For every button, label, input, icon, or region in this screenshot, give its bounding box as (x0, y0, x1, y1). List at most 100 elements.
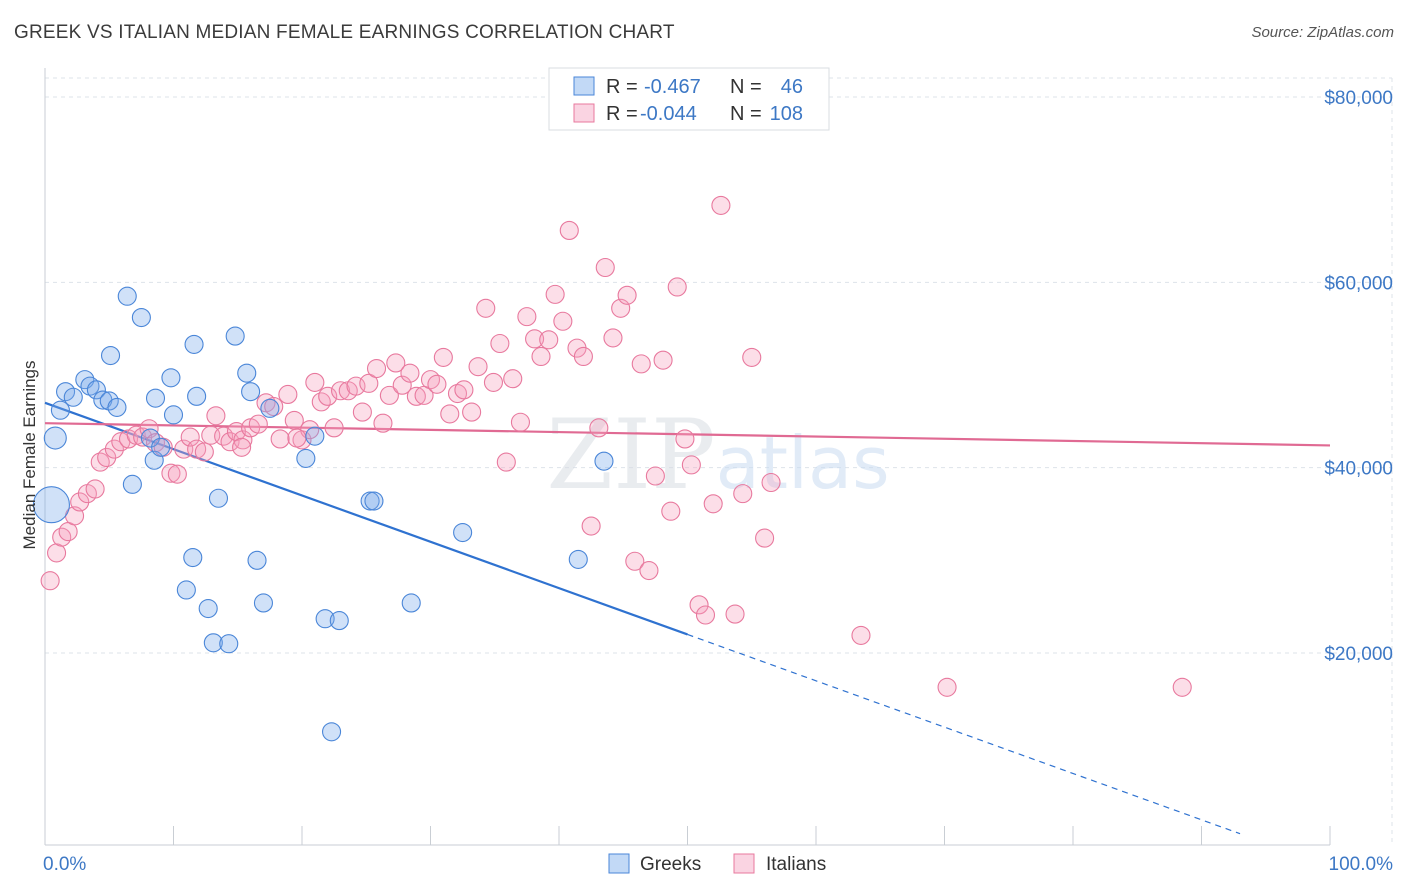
point-italians (324, 418, 344, 438)
point-italians (589, 418, 609, 438)
point-italians (510, 412, 531, 432)
point-greeks (247, 550, 267, 570)
bottom-legend-swatch-greeks (608, 853, 630, 874)
point-greeks (187, 386, 207, 406)
point-greeks (322, 722, 342, 742)
point-italians (525, 329, 545, 349)
point-italians (703, 494, 723, 514)
point-italians (305, 372, 325, 392)
point-italians (675, 429, 695, 449)
bottom-legend: Greeks Italians (608, 853, 826, 875)
point-italians (742, 347, 762, 367)
point-greeks (453, 522, 473, 543)
legend-r-value-2: -0.044 (640, 103, 697, 125)
point-italians (490, 333, 510, 354)
y-tick-label: $20,000 (1324, 644, 1393, 665)
axes (44, 68, 1331, 846)
point-italians (653, 350, 673, 370)
point-italians (392, 375, 412, 395)
point-greeks (163, 405, 184, 425)
point-greeks (100, 345, 121, 366)
legend-box: R = -0.467 N = 46 R = -0.044 N = 108 (548, 67, 830, 131)
point-italians (270, 429, 290, 449)
point-italians (553, 311, 573, 331)
point-greeks (315, 609, 335, 629)
bottom-legend-swatch-italians (733, 853, 755, 874)
point-greeks (122, 474, 142, 494)
point-italians (581, 516, 601, 536)
point-greeks (401, 593, 421, 613)
point-greeks (161, 368, 181, 388)
point-italians (725, 604, 745, 624)
point-italians (851, 625, 871, 645)
point-italians (545, 284, 565, 304)
point-italians (318, 386, 338, 406)
point-greeks (43, 426, 67, 450)
data-points (32, 195, 1192, 742)
point-greeks (99, 391, 119, 411)
point-greeks (237, 363, 257, 383)
point-greeks (151, 437, 171, 457)
point-italians (595, 257, 615, 278)
point-greeks (32, 486, 70, 524)
point-italians (167, 464, 187, 484)
point-greeks (198, 598, 218, 619)
point-greeks (183, 548, 203, 568)
point-italians (194, 442, 214, 462)
point-italians (695, 605, 716, 625)
point-italians (232, 437, 252, 457)
point-italians (70, 492, 90, 512)
point-italians (233, 430, 253, 450)
legend-r-value-1: -0.467 (644, 76, 701, 98)
point-italians (278, 384, 298, 405)
point-italians (483, 372, 504, 392)
point-italians (400, 363, 420, 383)
point-italians (427, 374, 447, 394)
point-greeks (241, 382, 261, 402)
point-italians (517, 307, 537, 327)
point-italians (667, 277, 687, 297)
y-axis-label: Median Female Earnings (20, 361, 39, 550)
point-italians (287, 428, 307, 448)
y-tick-labels: $20,000 $40,000 $60,000 $80,000 (1324, 88, 1393, 665)
point-italians (617, 285, 637, 305)
point-greeks (63, 387, 83, 407)
point-italians (187, 439, 207, 459)
point-greeks (594, 451, 614, 471)
point-italians (689, 595, 709, 615)
legend-r-label-2: R = (606, 103, 638, 125)
point-italians (539, 330, 559, 350)
point-greeks (364, 491, 384, 511)
bottom-legend-greeks: Greeks (640, 854, 701, 875)
point-italians (468, 357, 488, 377)
point-italians (531, 346, 551, 367)
y-tick-label: $40,000 (1324, 459, 1393, 480)
point-italians (645, 466, 665, 486)
point-italians (603, 328, 623, 348)
point-greeks (145, 388, 166, 408)
point-italians (503, 369, 523, 389)
trend-line-greeks (44, 401, 688, 636)
legend-n-value-2: 108 (770, 103, 803, 125)
point-italians (248, 414, 268, 434)
point-greeks (305, 426, 325, 446)
point-greeks (107, 397, 127, 417)
point-italians (206, 406, 226, 426)
x-tick-labels: 0.0% 100.0% (43, 854, 1393, 875)
legend-n-label-2: N = (730, 103, 762, 125)
point-greeks (253, 593, 274, 613)
point-italians (476, 298, 496, 318)
point-greeks (219, 634, 239, 654)
point-greeks (80, 376, 100, 396)
point-italians (406, 386, 426, 406)
point-italians (733, 484, 753, 504)
y-tick-label: $80,000 (1324, 88, 1393, 109)
point-italians (386, 353, 406, 373)
point-italians (661, 501, 681, 521)
point-italians (433, 347, 453, 367)
point-italians (447, 383, 468, 404)
point-italians (761, 472, 781, 493)
point-italians (625, 551, 645, 571)
point-greeks (329, 611, 349, 631)
point-italians (755, 528, 775, 548)
